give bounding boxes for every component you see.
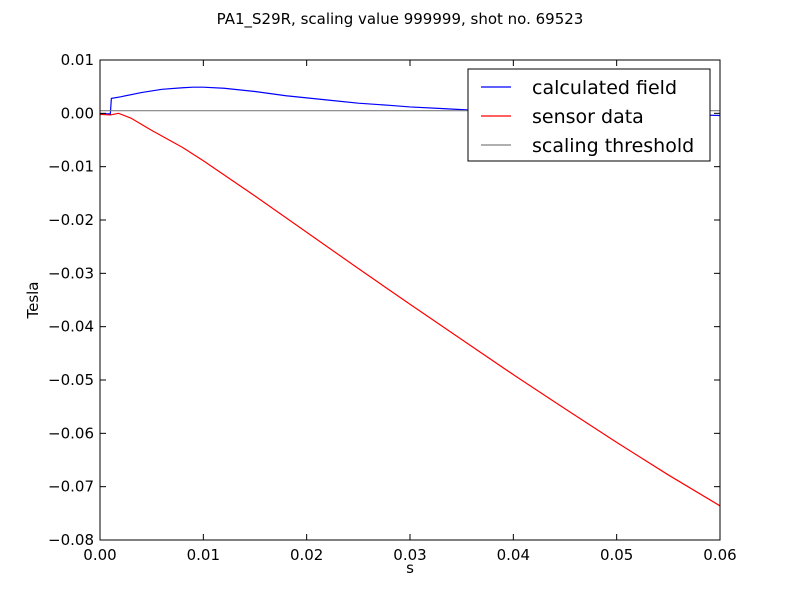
y-tick-label: −0.06 bbox=[48, 424, 94, 442]
chart-title: PA1_S29R, scaling value 999999, shot no.… bbox=[217, 10, 584, 29]
y-tick-label: −0.07 bbox=[48, 478, 94, 496]
y-tick-label: −0.03 bbox=[48, 264, 94, 282]
y-tick-label: −0.01 bbox=[48, 158, 94, 176]
x-axis-label: s bbox=[406, 559, 414, 577]
y-tick-label: −0.05 bbox=[48, 371, 94, 389]
x-tick-label: 0.02 bbox=[290, 546, 323, 564]
legend-label-sensor-data: sensor data bbox=[532, 106, 644, 128]
x-tick-label: 0.04 bbox=[497, 546, 530, 564]
x-tick-label: 0.03 bbox=[393, 546, 426, 564]
y-tick-label: 0.00 bbox=[61, 104, 94, 122]
y-axis-label: Tesla bbox=[24, 281, 42, 319]
y-tick-label: −0.08 bbox=[48, 531, 94, 549]
x-tick-label: 0.00 bbox=[83, 546, 116, 564]
legend-label-calculated-field: calculated field bbox=[532, 77, 677, 99]
y-tick-label: −0.04 bbox=[48, 318, 94, 336]
legend-box bbox=[467, 68, 711, 162]
x-tick-label: 0.05 bbox=[600, 546, 633, 564]
x-tick-label: 0.01 bbox=[187, 546, 220, 564]
x-tick-label: 0.06 bbox=[703, 546, 736, 564]
y-tick-label: 0.01 bbox=[61, 51, 94, 69]
series-sensor-data-line bbox=[100, 112, 720, 507]
legend-label-scaling-threshold: scaling threshold bbox=[532, 135, 694, 157]
y-tick-label: −0.02 bbox=[48, 211, 94, 229]
ticks-layer: 0.00 0.01 0.02 0.03 0.04 0.05 0.060.010.00−0.0… bbox=[48, 51, 737, 564]
legend: calculated field sensor data scaling thres… bbox=[467, 68, 711, 162]
